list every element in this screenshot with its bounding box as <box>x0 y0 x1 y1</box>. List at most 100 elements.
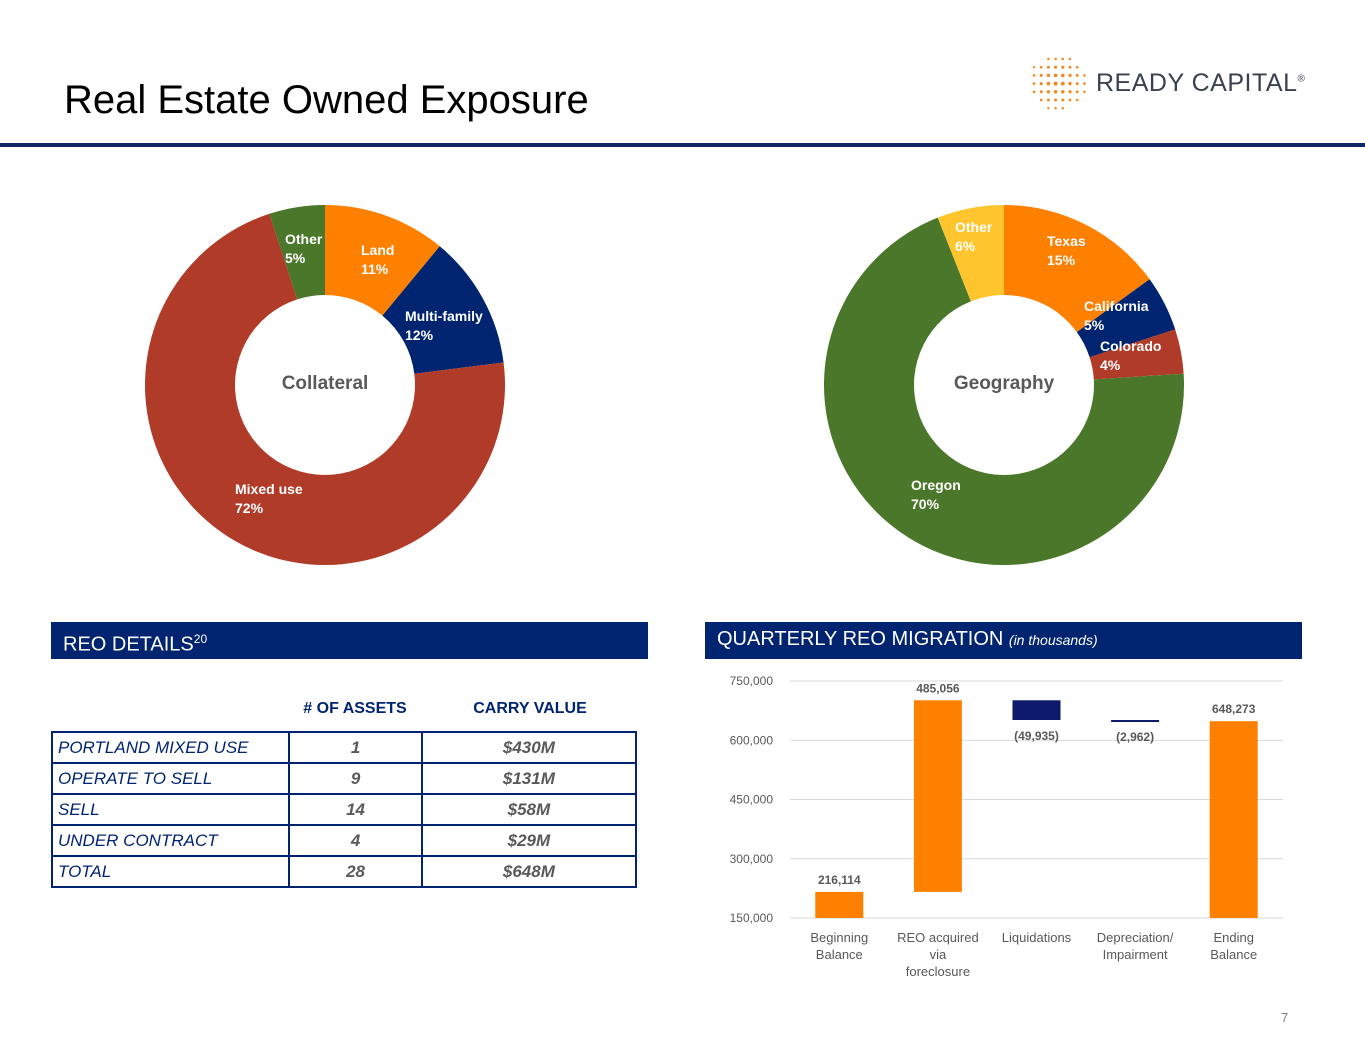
reo-details-header: REO DETAILS20 <box>51 622 648 659</box>
row-value: $58M <box>420 793 638 826</box>
collateral-label-mixed-use: Mixed use 72% <box>235 481 303 516</box>
logo-dot <box>1061 106 1065 110</box>
logo-dot <box>1046 90 1051 94</box>
logo-dot <box>1046 81 1051 86</box>
waterfall-value-label: (2,962) <box>1116 730 1154 744</box>
page-title: Real Estate Owned Exposure <box>64 78 589 122</box>
reo-details-table: PORTLAND MIXED USE 1 $430M OPERATE TO SE… <box>50 731 638 888</box>
logo-dot <box>1046 98 1050 102</box>
reo-migration-title: QUARTERLY REO MIGRATION <box>717 628 1004 650</box>
y-tick-label: 450,000 <box>730 793 774 807</box>
table-row: OPERATE TO SELL 9 $131M <box>50 762 638 795</box>
geography-label-california: California 5% <box>1084 298 1149 333</box>
y-tick-label: 300,000 <box>730 852 774 866</box>
logo-dot <box>1068 81 1072 86</box>
collateral-slice-land <box>325 205 440 316</box>
collateral-label-other: Other 5% <box>285 231 323 266</box>
geography-label-oregon: Oregon 70% <box>911 477 961 512</box>
geography-slice-california <box>1076 279 1176 358</box>
waterfall-value-label: (49,935) <box>1014 729 1059 743</box>
geography-label-texas: Texas 15% <box>1047 233 1086 268</box>
logo-dot <box>1032 82 1036 85</box>
logo-dot <box>1054 57 1057 61</box>
logo-dot <box>1060 81 1065 86</box>
logo-dot <box>1039 82 1043 86</box>
x-category-label: Liquidations <box>1002 930 1072 945</box>
logo-dot <box>1083 74 1086 77</box>
collateral-center-label: Collateral <box>282 373 369 394</box>
geography-slice-oregon <box>824 217 1184 565</box>
logo-name: READY CAPITAL <box>1096 69 1298 97</box>
logo-dot <box>1061 90 1065 94</box>
logo-dot <box>1068 98 1072 102</box>
logo-dot <box>1032 65 1036 69</box>
row-assets: 9 <box>288 762 423 795</box>
logo-dot <box>1032 74 1036 77</box>
logo-dot <box>1054 98 1058 102</box>
logo-dot <box>1053 73 1058 78</box>
y-tick-label: 600,000 <box>730 733 774 747</box>
ready-capital-logo: READY CAPITAL® <box>1028 56 1318 112</box>
x-category-label: Beginning Balance <box>810 930 868 962</box>
y-tick-label: 150,000 <box>730 911 774 925</box>
row-assets: 14 <box>288 793 423 826</box>
logo-dot <box>1061 57 1065 61</box>
logo-dot <box>1039 65 1043 69</box>
x-category-label: Ending Balance <box>1210 930 1257 962</box>
logo-dot <box>1047 106 1050 110</box>
page-number: 7 <box>1281 1010 1289 1025</box>
logo-dot <box>1061 98 1065 102</box>
row-assets: 1 <box>288 731 423 764</box>
row-value: $131M <box>420 762 638 795</box>
logo-dot <box>1054 106 1057 110</box>
row-assets: 4 <box>288 824 423 857</box>
geography-slice-colorado <box>1089 329 1184 380</box>
geography-label-other: Other 6% <box>955 219 993 254</box>
row-name: PORTLAND MIXED USE <box>50 731 291 764</box>
table-row: UNDER CONTRACT 4 $29M <box>50 824 638 857</box>
reo-details-title: REO DETAILS <box>63 633 194 656</box>
collateral-label-multi-family: Multi-family 12% <box>405 308 483 343</box>
row-name: TOTAL <box>50 855 291 888</box>
collateral-label-land: Land 11% <box>361 242 394 277</box>
logo-dot <box>1075 90 1079 94</box>
logo-dot <box>1032 90 1036 94</box>
logo-dot <box>1061 65 1065 69</box>
geography-center-label: Geography <box>954 373 1055 394</box>
logo-dot <box>1068 73 1072 78</box>
logo-dot <box>1060 73 1065 78</box>
row-assets: 28 <box>288 855 423 888</box>
geography-slice-texas <box>1004 205 1150 333</box>
waterfall-bar-1 <box>913 700 962 892</box>
geography-slice-other <box>937 205 1004 302</box>
title-divider <box>0 143 1365 147</box>
waterfall-bar-3 <box>1111 720 1160 723</box>
table-row-total: TOTAL 28 $648M <box>50 855 638 888</box>
reo-migration-header: QUARTERLY REO MIGRATION (in thousands) <box>705 622 1302 659</box>
logo-dot <box>1047 57 1050 61</box>
x-category-label: Depreciation/Impairment <box>1097 930 1174 962</box>
table-row: PORTLAND MIXED USE 1 $430M <box>50 731 638 764</box>
collateral-slice-other <box>269 205 325 300</box>
logo-dot <box>1075 82 1079 86</box>
logo-registered: ® <box>1297 73 1306 85</box>
logo-dot <box>1053 90 1058 94</box>
row-name: OPERATE TO SELL <box>50 762 291 795</box>
logo-dot <box>1083 82 1086 85</box>
logo-dot <box>1046 73 1051 78</box>
logo-dot <box>1039 73 1043 77</box>
waterfall-bar-2 <box>1012 700 1061 721</box>
waterfall-value-label: 216,114 <box>818 873 861 887</box>
logo-dot <box>1068 90 1072 94</box>
logo-dot <box>1075 73 1079 77</box>
waterfall-value-label: 648,273 <box>1212 702 1256 716</box>
logo-dot <box>1075 98 1079 102</box>
reo-details-footnote: 20 <box>193 632 208 646</box>
reo-migration-subtitle: (in thousands) <box>1008 632 1098 648</box>
row-value: $648M <box>420 855 638 888</box>
logo-dot <box>1068 57 1072 61</box>
logo-dot <box>1068 65 1072 69</box>
logo-dot-mark-icon <box>1032 57 1086 110</box>
waterfall-bar-4 <box>1209 721 1258 918</box>
logo-dot <box>1054 65 1058 69</box>
